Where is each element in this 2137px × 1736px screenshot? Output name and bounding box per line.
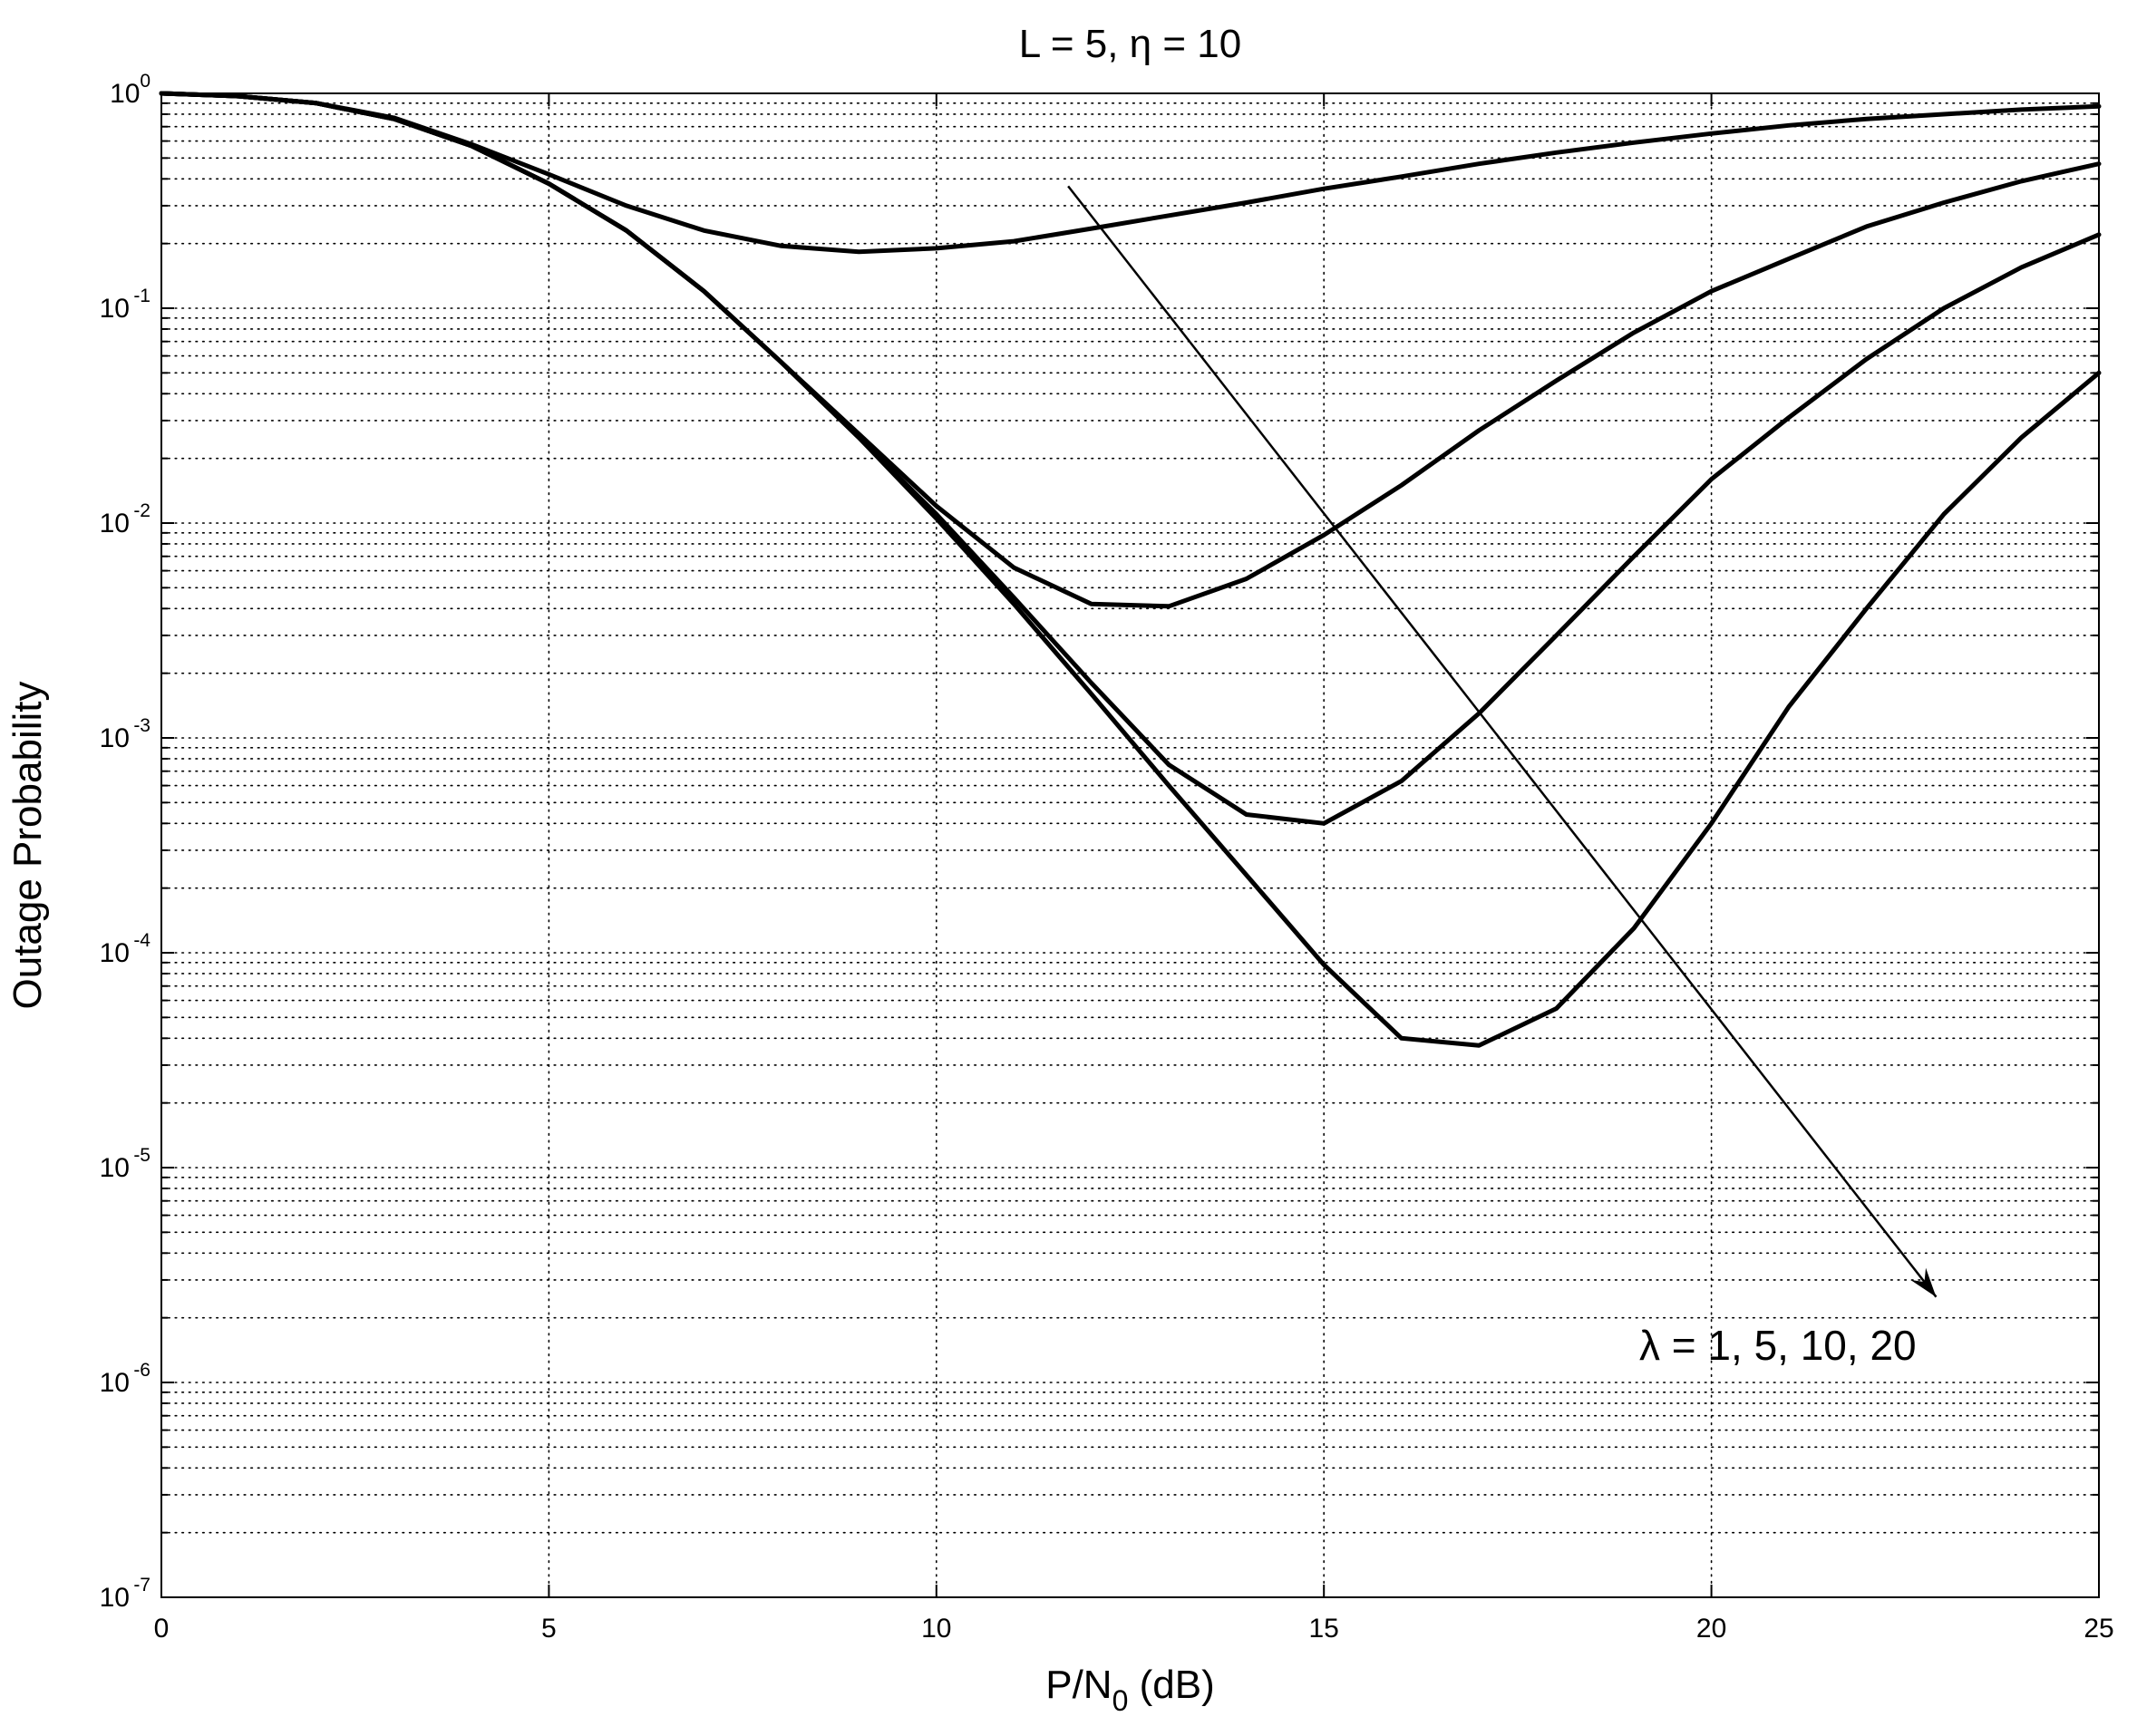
x-axis-label-main: P/N: [1045, 1663, 1112, 1707]
annotation-arrow-line: [1067, 185, 1938, 1298]
y-tick-label: 10 -6: [100, 1360, 151, 1398]
x-tick-label: 0: [154, 1614, 170, 1644]
x-tick-label: 25: [2084, 1614, 2113, 1644]
y-tick-exponent: 0: [140, 71, 151, 92]
grid-lines: [160, 92, 2100, 1598]
x-axis-label: P/N0 (dB): [1045, 1663, 1215, 1717]
y-tick-exponent: -4: [133, 930, 151, 951]
y-tick-base: 10: [100, 509, 130, 538]
annotation-arrow-head: [1910, 1267, 1937, 1297]
y-tick-base: 10: [100, 723, 130, 753]
y-tick-base: 10: [100, 1583, 130, 1613]
y-tick-base: 10: [100, 938, 130, 968]
x-axis-label-unit: (dB): [1128, 1663, 1214, 1707]
x-axis-label-subscript: 0: [1112, 1684, 1129, 1717]
y-tick-label: 10 -2: [100, 500, 151, 538]
y-tick-label: 10 0: [110, 71, 151, 109]
y-tick-base: 10: [100, 1368, 130, 1398]
x-tick-label: 15: [1309, 1614, 1339, 1644]
y-tick-label: 10 -4: [100, 930, 151, 968]
y-tick-exponent: -1: [133, 286, 151, 306]
y-tick-label: 10 -7: [100, 1575, 151, 1613]
y-tick-base: 10: [110, 79, 140, 109]
y-tick-exponent: -2: [133, 500, 151, 521]
plot-frame: [160, 92, 2100, 1598]
series-line-1: [159, 91, 2102, 255]
series-lines: [159, 91, 2102, 1048]
y-tick-base: 10: [100, 1153, 130, 1183]
y-tick-exponent: -3: [133, 715, 151, 736]
series-line-4: [159, 91, 2102, 1048]
y-axis-label: Outage Probability: [5, 682, 50, 1010]
y-tick-exponent: -5: [133, 1145, 151, 1166]
chart-title: L = 5, η = 10: [1019, 22, 1241, 66]
y-tick-label: 10 -3: [100, 715, 151, 753]
y-tick-exponent: -6: [133, 1360, 151, 1381]
annotation: [1067, 185, 1938, 1298]
y-tick-base: 10: [100, 294, 130, 324]
lambda-annotation-label: λ = 1, 5, 10, 20: [1639, 1322, 1917, 1369]
y-tick-label: 10 -1: [100, 286, 151, 324]
x-tick-label: 5: [541, 1614, 557, 1644]
y-tick-label: 10 -5: [100, 1145, 151, 1183]
y-tick-exponent: -7: [133, 1575, 151, 1595]
x-tick-label: 20: [1696, 1614, 1726, 1644]
x-tick-label: 10: [921, 1614, 951, 1644]
